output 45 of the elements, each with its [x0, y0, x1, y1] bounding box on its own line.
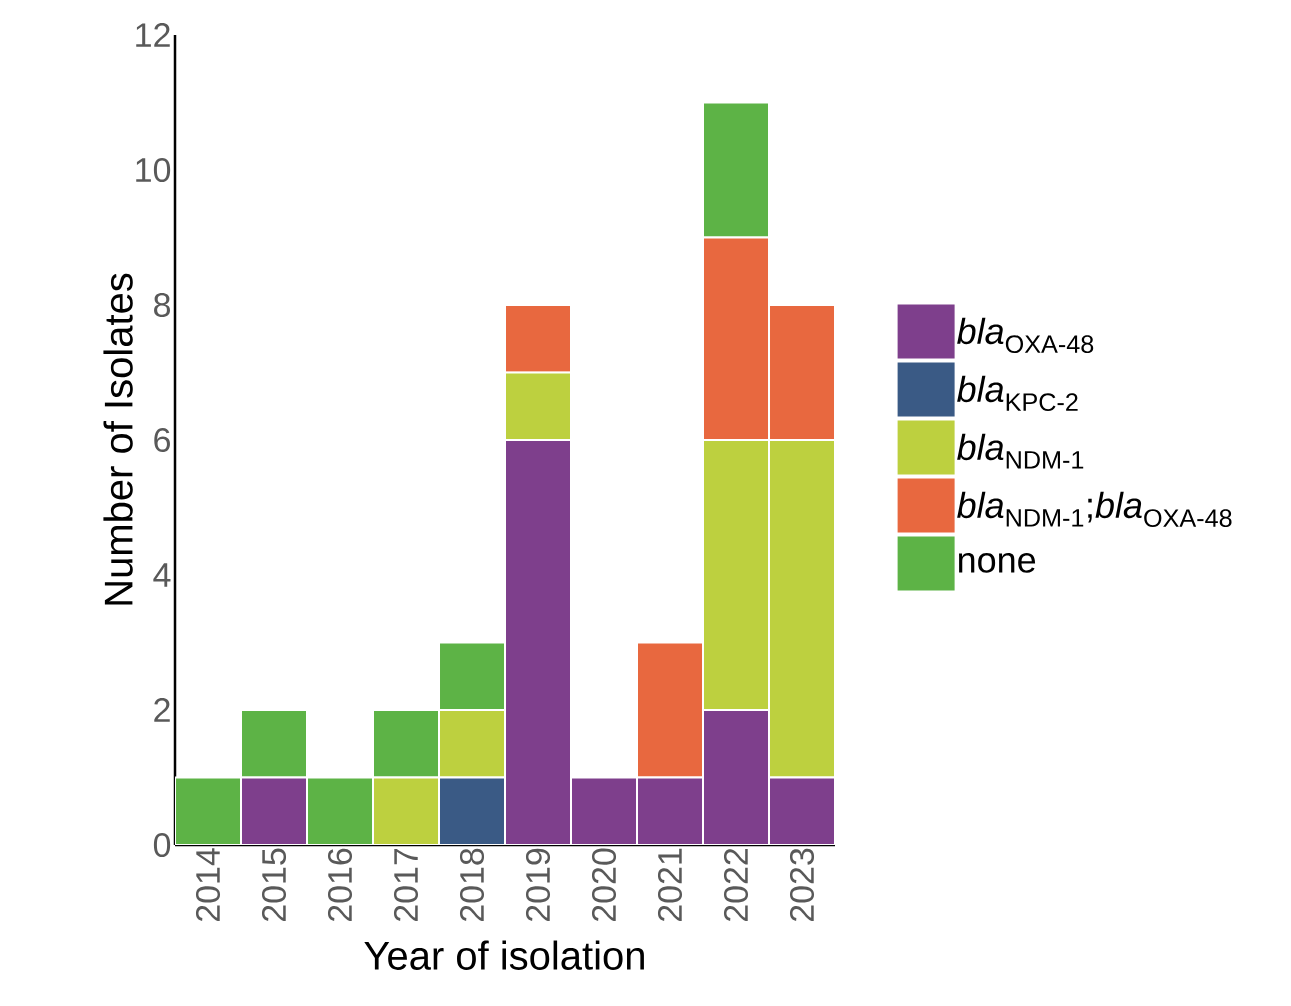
bar — [504, 303, 573, 374]
bar — [768, 438, 836, 779]
x-tick-label: 2020 — [591, 848, 617, 922]
x-tick-label: 2018 — [459, 848, 485, 922]
x-tick-label: 2016 — [327, 848, 353, 922]
bar — [175, 776, 243, 845]
y-tick-label: 0 — [153, 832, 171, 858]
bar — [636, 776, 705, 845]
bar — [372, 708, 441, 779]
y-tick-label: 8 — [154, 292, 170, 318]
legend-label: bla$_{NDM-1}$;bla$_{OXA-48}$ — [957, 491, 1232, 528]
bar — [240, 708, 309, 779]
bar — [306, 776, 375, 845]
y-tick-label: 10 — [136, 157, 171, 183]
x-tick-label: 2022 — [723, 848, 749, 922]
x-tick-label: 2017 — [393, 848, 419, 922]
bar — [504, 371, 573, 441]
bar — [504, 438, 573, 845]
x-tick-label: 2019 — [525, 848, 551, 922]
bar — [438, 641, 507, 711]
x-tick-label: 2015 — [261, 848, 287, 922]
bar — [372, 776, 441, 845]
x-tick-label: 2021 — [657, 848, 683, 922]
bar — [240, 776, 309, 845]
x-axis-title: Year of isolation — [364, 940, 644, 970]
legend-label: none — [958, 553, 1036, 573]
y-tick-label: 12 — [136, 23, 170, 47]
y-tick-label: 6 — [154, 427, 170, 453]
legend-label: bla$_{OXA-48}$ — [957, 317, 1094, 354]
legend-label: bla$_{KPC-2}$ — [957, 375, 1078, 412]
x-tick-label: 2023 — [789, 848, 815, 922]
bar — [570, 776, 639, 845]
bar — [768, 303, 836, 441]
bar — [702, 236, 771, 441]
bar — [438, 708, 507, 779]
y-tick-label: 4 — [153, 563, 171, 587]
y-tick-label: 2 — [154, 698, 170, 722]
legend-label: bla$_{NDM-1}$ — [957, 433, 1084, 469]
bar — [702, 101, 771, 239]
x-tick-label: 2014 — [195, 848, 221, 922]
bar — [768, 776, 836, 845]
bar — [702, 438, 771, 711]
y-axis-title: Number of Isolates — [103, 273, 133, 605]
bar — [702, 708, 771, 845]
bar — [636, 641, 705, 779]
